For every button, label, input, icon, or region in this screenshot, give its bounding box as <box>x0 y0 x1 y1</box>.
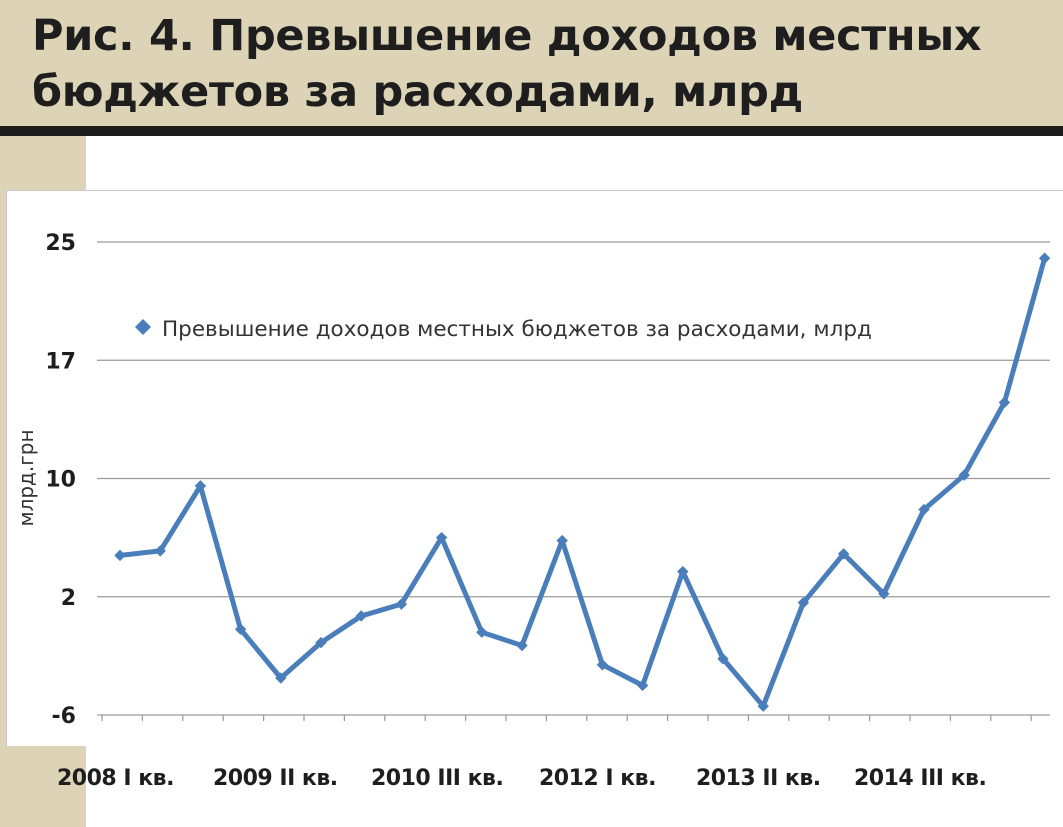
figure-title: Рис. 4. Превышение доходов местных бюдже… <box>32 8 982 120</box>
figure-title-line-1: Рис. 4. Превышение доходов местных <box>32 11 982 61</box>
y-tick-label: 2 <box>61 586 76 611</box>
y-tick-label: -6 <box>52 704 76 729</box>
plot-area <box>6 190 1063 746</box>
title-banner: Рис. 4. Превышение доходов местных бюдже… <box>0 0 1063 126</box>
data-point <box>435 531 448 544</box>
data-point <box>395 598 408 610</box>
y-tick-label: 10 <box>45 468 76 493</box>
legend-label: Превышение доходов местных бюджетов за р… <box>162 317 872 342</box>
x-tick-label: 2009 II кв. <box>213 766 338 791</box>
data-point <box>234 623 247 635</box>
figure-title-line-2: бюджетов за расходами, млрд <box>32 67 804 117</box>
data-point <box>275 672 287 684</box>
x-tick-label: 2012 I кв. <box>539 766 656 791</box>
data-point <box>556 534 568 547</box>
x-tick-label: 2010 III кв. <box>371 766 504 791</box>
data-point <box>918 503 930 516</box>
y-tick-label: 25 <box>45 231 76 256</box>
data-point <box>114 549 126 562</box>
x-tick-label: 2013 II кв. <box>696 766 821 791</box>
data-point <box>194 480 207 492</box>
data-point <box>636 679 649 692</box>
data-point <box>958 469 970 481</box>
x-tick-label: 2008 I кв. <box>57 766 174 791</box>
data-point <box>355 610 367 622</box>
x-tick-label: 2014 III кв. <box>854 766 987 791</box>
legend-marker <box>135 319 151 335</box>
data-point <box>596 659 609 671</box>
legend: Превышение доходов местных бюджетов за р… <box>135 317 872 342</box>
data-point <box>315 636 327 649</box>
data-point <box>757 700 769 712</box>
y-tick-label: 17 <box>45 349 76 374</box>
data-point <box>476 626 488 638</box>
data-point <box>677 565 689 578</box>
y-axis-label: млрд.грн <box>14 429 38 526</box>
data-point <box>516 639 528 652</box>
title-rule <box>0 126 1063 136</box>
data-point <box>837 548 850 560</box>
data-point <box>154 545 166 557</box>
data-point <box>998 396 1011 409</box>
data-point <box>717 653 729 665</box>
data-point <box>797 596 810 609</box>
series-line <box>117 255 1048 709</box>
data-point <box>878 588 890 600</box>
data-point <box>1038 252 1051 264</box>
